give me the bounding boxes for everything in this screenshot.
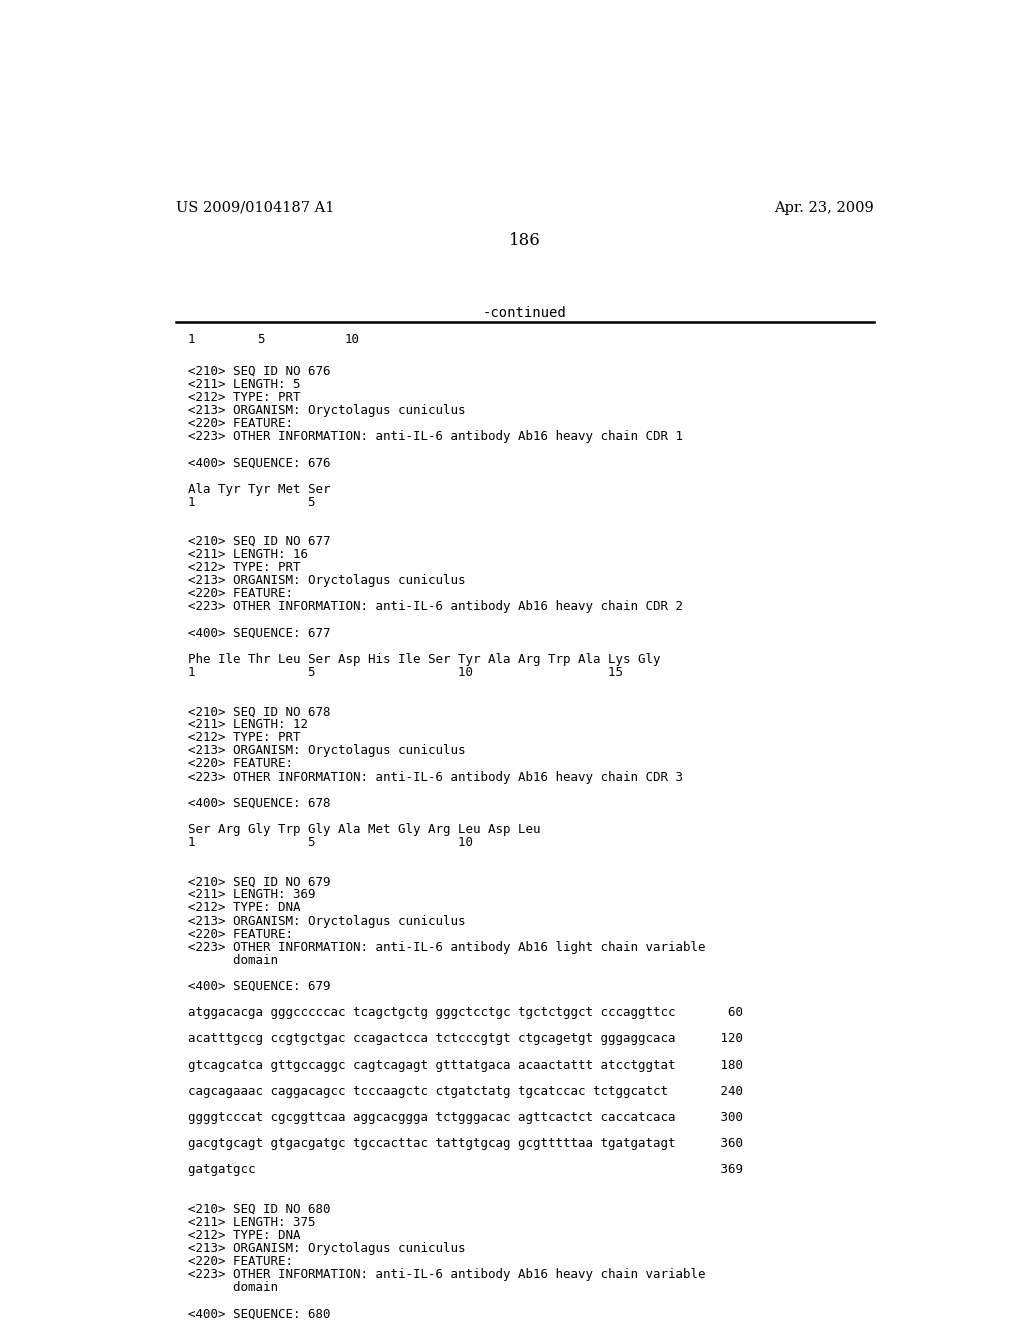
Text: <400> SEQUENCE: 679: <400> SEQUENCE: 679	[187, 979, 330, 993]
Text: <220> FEATURE:: <220> FEATURE:	[187, 417, 293, 430]
Text: Ser Arg Gly Trp Gly Ala Met Gly Arg Leu Asp Leu: Ser Arg Gly Trp Gly Ala Met Gly Arg Leu …	[187, 822, 541, 836]
Text: <211> LENGTH: 369: <211> LENGTH: 369	[187, 888, 315, 902]
Text: 1               5                   10: 1 5 10	[187, 836, 473, 849]
Text: Apr. 23, 2009: Apr. 23, 2009	[774, 201, 873, 215]
Text: <210> SEQ ID NO 679: <210> SEQ ID NO 679	[187, 875, 330, 888]
Text: domain: domain	[187, 954, 278, 966]
Text: 1               5                   10                  15: 1 5 10 15	[187, 665, 623, 678]
Text: <210> SEQ ID NO 680: <210> SEQ ID NO 680	[187, 1203, 330, 1216]
Text: <400> SEQUENCE: 676: <400> SEQUENCE: 676	[187, 457, 330, 470]
Text: <210> SEQ ID NO 678: <210> SEQ ID NO 678	[187, 705, 330, 718]
Text: Ala Tyr Tyr Met Ser: Ala Tyr Tyr Met Ser	[187, 483, 330, 495]
Text: 1               5: 1 5	[187, 496, 315, 508]
Text: <211> LENGTH: 16: <211> LENGTH: 16	[187, 548, 307, 561]
Text: 1: 1	[187, 333, 196, 346]
Text: <213> ORGANISM: Oryctolagus cuniculus: <213> ORGANISM: Oryctolagus cuniculus	[187, 915, 465, 928]
Text: <210> SEQ ID NO 676: <210> SEQ ID NO 676	[187, 364, 330, 378]
Text: gtcagcatca gttgccaggc cagtcagagt gtttatgaca acaactattt atcctggtat      180: gtcagcatca gttgccaggc cagtcagagt gtttatg…	[187, 1059, 742, 1072]
Text: <223> OTHER INFORMATION: anti-IL-6 antibody Ab16 heavy chain CDR 3: <223> OTHER INFORMATION: anti-IL-6 antib…	[187, 771, 683, 784]
Text: <211> LENGTH: 375: <211> LENGTH: 375	[187, 1216, 315, 1229]
Text: US 2009/0104187 A1: US 2009/0104187 A1	[176, 201, 335, 215]
Text: <223> OTHER INFORMATION: anti-IL-6 antibody Ab16 heavy chain variable: <223> OTHER INFORMATION: anti-IL-6 antib…	[187, 1269, 706, 1280]
Text: <220> FEATURE:: <220> FEATURE:	[187, 587, 293, 601]
Text: <400> SEQUENCE: 680: <400> SEQUENCE: 680	[187, 1307, 330, 1320]
Text: <223> OTHER INFORMATION: anti-IL-6 antibody Ab16 light chain variable: <223> OTHER INFORMATION: anti-IL-6 antib…	[187, 941, 706, 954]
Text: <213> ORGANISM: Oryctolagus cuniculus: <213> ORGANISM: Oryctolagus cuniculus	[187, 574, 465, 587]
Text: <220> FEATURE:: <220> FEATURE:	[187, 1255, 293, 1269]
Text: <213> ORGANISM: Oryctolagus cuniculus: <213> ORGANISM: Oryctolagus cuniculus	[187, 1242, 465, 1255]
Text: <211> LENGTH: 12: <211> LENGTH: 12	[187, 718, 307, 731]
Text: gacgtgcagt gtgacgatgc tgccacttac tattgtgcag gcgtttttaa tgatgatagt      360: gacgtgcagt gtgacgatgc tgccacttac tattgtg…	[187, 1137, 742, 1150]
Text: <220> FEATURE:: <220> FEATURE:	[187, 928, 293, 941]
Text: acatttgccg ccgtgctgac ccagactcca tctcccgtgt ctgcagetgt gggaggcaca      120: acatttgccg ccgtgctgac ccagactcca tctcccg…	[187, 1032, 742, 1045]
Text: atggacacga gggcccccac tcagctgctg gggctcctgc tgctctggct cccaggttcc       60: atggacacga gggcccccac tcagctgctg gggctcc…	[187, 1006, 742, 1019]
Text: <400> SEQUENCE: 677: <400> SEQUENCE: 677	[187, 627, 330, 640]
Text: <213> ORGANISM: Oryctolagus cuniculus: <213> ORGANISM: Oryctolagus cuniculus	[187, 404, 465, 417]
Text: 5: 5	[257, 333, 265, 346]
Text: <210> SEQ ID NO 677: <210> SEQ ID NO 677	[187, 535, 330, 548]
Text: Phe Ile Thr Leu Ser Asp His Ile Ser Tyr Ala Arg Trp Ala Lys Gly: Phe Ile Thr Leu Ser Asp His Ile Ser Tyr …	[187, 653, 660, 665]
Text: <220> FEATURE:: <220> FEATURE:	[187, 758, 293, 771]
Text: <212> TYPE: PRT: <212> TYPE: PRT	[187, 561, 300, 574]
Text: <212> TYPE: DNA: <212> TYPE: DNA	[187, 902, 300, 915]
Text: -continued: -continued	[483, 306, 566, 321]
Text: <212> TYPE: PRT: <212> TYPE: PRT	[187, 731, 300, 744]
Text: <223> OTHER INFORMATION: anti-IL-6 antibody Ab16 heavy chain CDR 2: <223> OTHER INFORMATION: anti-IL-6 antib…	[187, 601, 683, 614]
Text: 10: 10	[345, 333, 360, 346]
Text: <212> TYPE: PRT: <212> TYPE: PRT	[187, 391, 300, 404]
Text: <211> LENGTH: 5: <211> LENGTH: 5	[187, 378, 300, 391]
Text: <213> ORGANISM: Oryctolagus cuniculus: <213> ORGANISM: Oryctolagus cuniculus	[187, 744, 465, 758]
Text: cagcagaaac caggacagcc tcccaagctc ctgatctatg tgcatccac tctggcatct       240: cagcagaaac caggacagcc tcccaagctc ctgatct…	[187, 1085, 742, 1098]
Text: <212> TYPE: DNA: <212> TYPE: DNA	[187, 1229, 300, 1242]
Text: ggggtcccat cgcggttcaa aggcacggga tctgggacac agttcactct caccatcaca      300: ggggtcccat cgcggttcaa aggcacggga tctggga…	[187, 1111, 742, 1123]
Text: <223> OTHER INFORMATION: anti-IL-6 antibody Ab16 heavy chain CDR 1: <223> OTHER INFORMATION: anti-IL-6 antib…	[187, 430, 683, 444]
Text: <400> SEQUENCE: 678: <400> SEQUENCE: 678	[187, 797, 330, 809]
Text: 186: 186	[509, 231, 541, 248]
Text: domain: domain	[187, 1280, 278, 1294]
Text: gatgatgcc                                                              369: gatgatgcc 369	[187, 1163, 742, 1176]
